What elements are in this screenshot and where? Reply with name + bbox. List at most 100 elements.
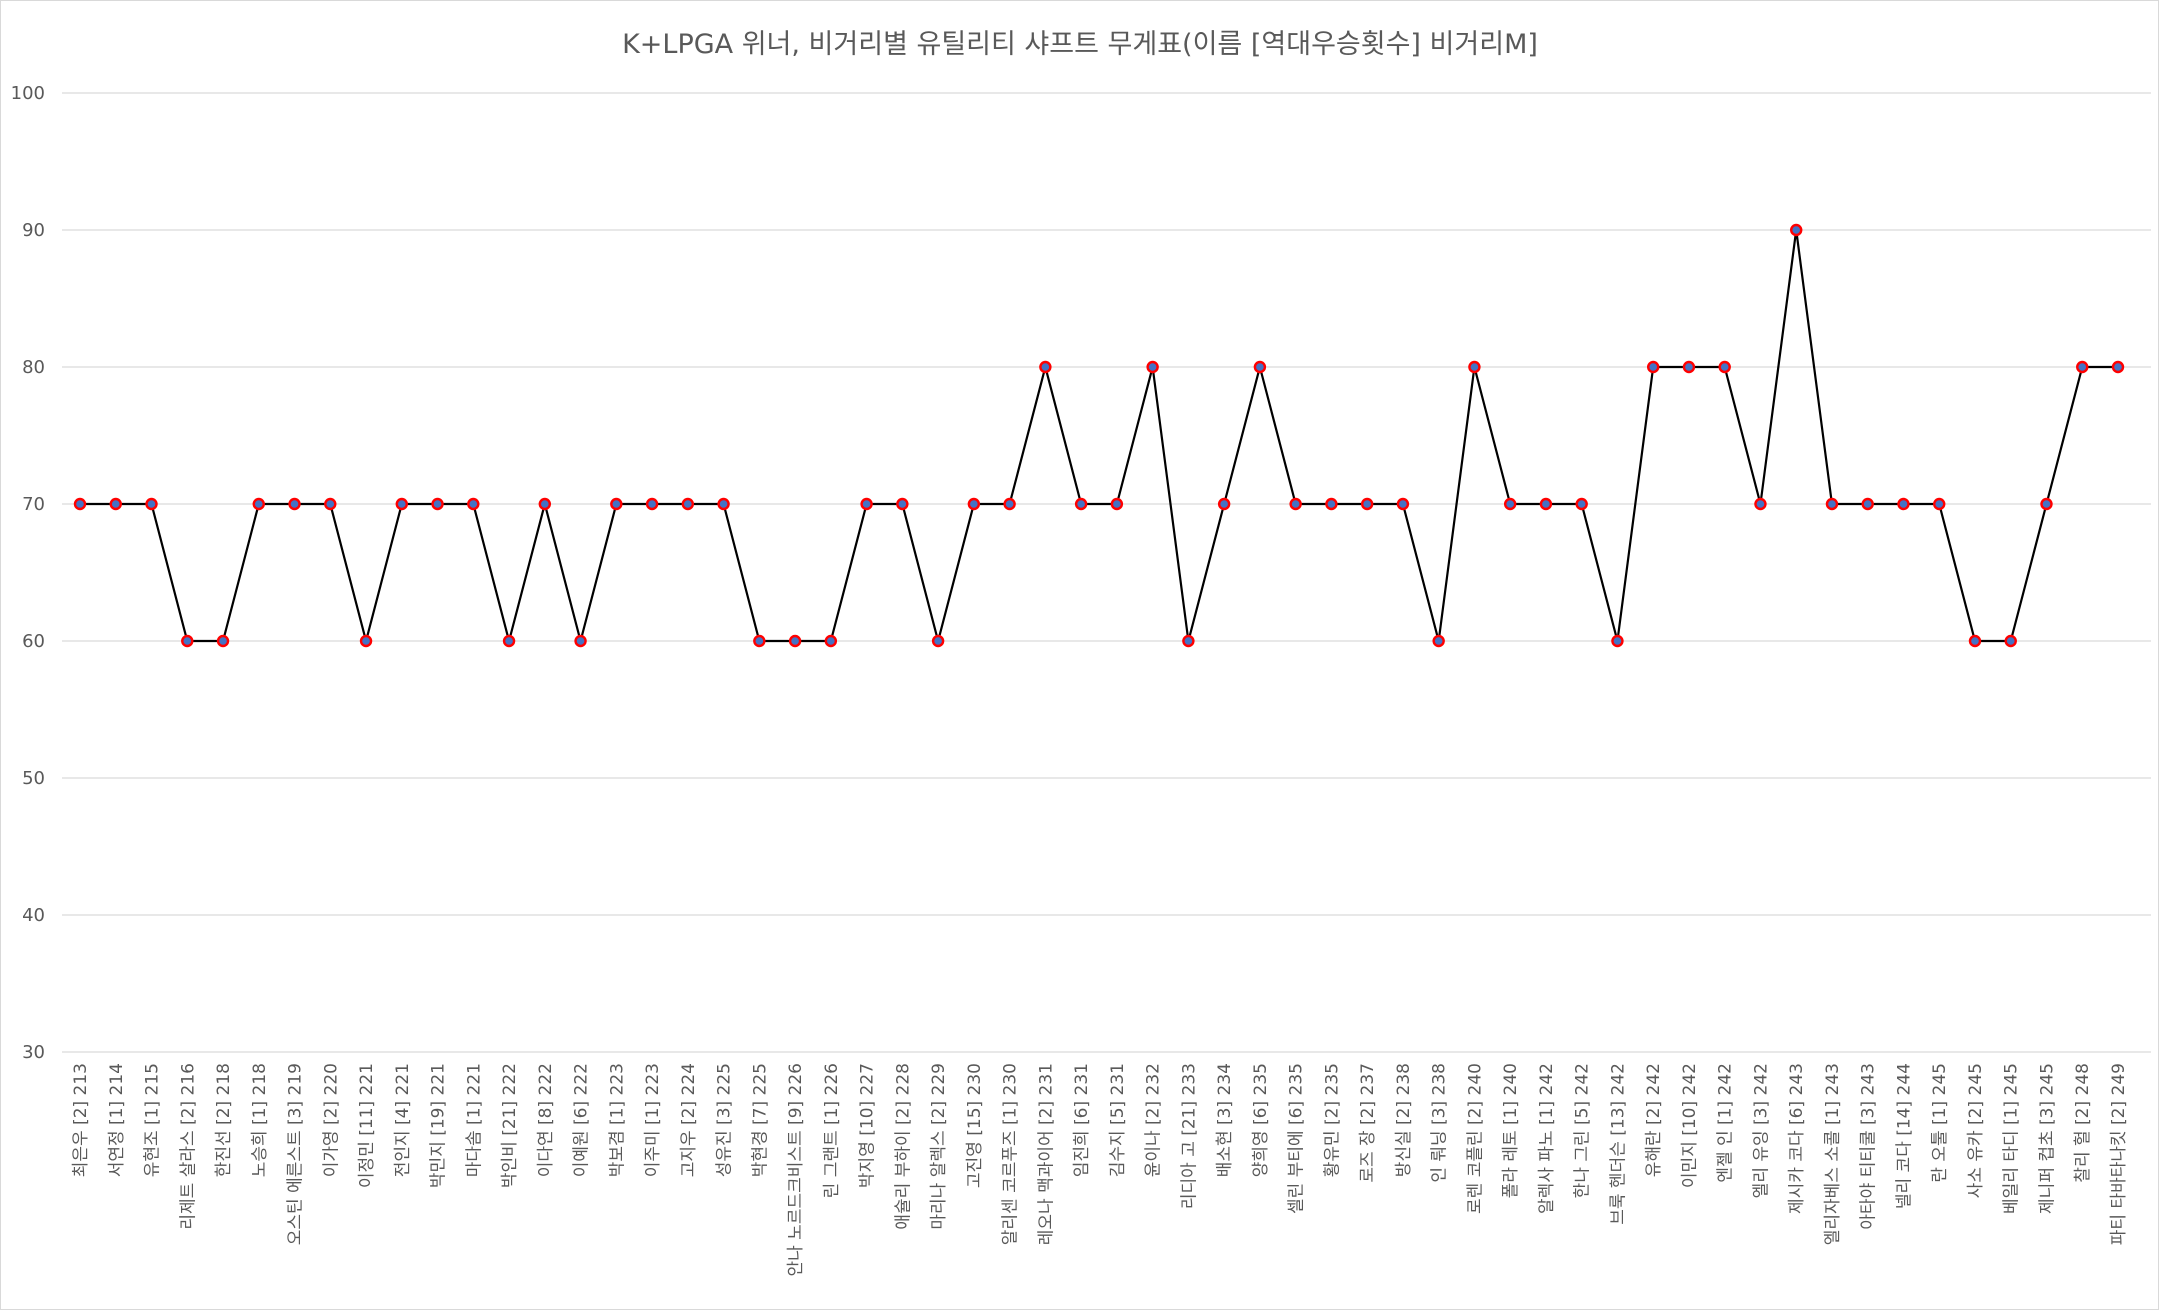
x-tick-label: 성유진 [3] 225 (715, 1063, 735, 1177)
x-tick-label: 박인비 [21] 222 (500, 1063, 520, 1188)
data-point (645, 497, 659, 511)
x-tick-label: 이예원 [6] 222 (572, 1063, 592, 1177)
data-point (610, 497, 623, 511)
x-tick-label: 전인지 [4] 221 (393, 1063, 413, 1177)
data-point (1754, 497, 1767, 511)
x-tick-label: 고진영 [15] 230 (965, 1063, 985, 1188)
x-tick-label: 한나 그린 [5] 242 (1573, 1063, 1593, 1198)
x-tick-label: 파티 타바타나킷 [2] 249 (2109, 1063, 2129, 1245)
y-tick-label: 60 (22, 631, 45, 652)
data-point (753, 634, 766, 648)
series-line-group (80, 229, 2118, 646)
x-tick-label: 방신실 [2] 238 (1394, 1063, 1414, 1177)
data-point (395, 497, 408, 511)
y-tick-label: 40 (22, 905, 45, 926)
data-point (109, 497, 122, 511)
x-tick-label: 박보겸 [1] 223 (607, 1063, 627, 1177)
x-tick-label: 알리센 코르푸즈 [1] 230 (1001, 1063, 1021, 1245)
data-point (1611, 634, 1624, 648)
data-point (1110, 497, 1124, 511)
x-tick-label: 윤이나 [2] 232 (1144, 1063, 1164, 1177)
data-point (73, 497, 87, 511)
x-tick-label: 엘리 유잉 [3] 242 (1751, 1063, 1771, 1198)
x-axis-ticks: 최은우 [2] 213 서연정 [1] 214 유현조 [1] 215 리제트 살라스… (71, 1063, 2129, 1277)
x-tick-label: 고지우 [2] 224 (679, 1063, 699, 1177)
x-tick-label: 박민지 [19] 221 (429, 1063, 449, 1188)
data-point (788, 634, 802, 648)
x-tick-label: 마리나 알렉스 [2] 229 (929, 1063, 949, 1230)
x-tick-label: 린 그랜트 [1] 226 (822, 1063, 842, 1198)
x-tick-label: 이가영 [2] 220 (321, 1063, 341, 1177)
x-tick-label: 한진선 [2] 218 (214, 1063, 234, 1177)
data-point (1503, 497, 1517, 511)
data-point (1003, 497, 1016, 511)
x-tick-label: 로즈 장 [2] 237 (1358, 1063, 1378, 1183)
data-point (538, 497, 552, 511)
x-tick-label: 엘리자베스 소콜 [1] 243 (1823, 1063, 1843, 1245)
x-tick-label: 이민지 [10] 242 (1680, 1063, 1700, 1188)
y-axis-ticks: 30 40 50 60 70 80 90 100 (11, 83, 45, 1063)
data-point (824, 634, 838, 648)
y-tick-label: 80 (22, 357, 45, 378)
x-tick-label: 이주미 [1] 223 (643, 1063, 663, 1177)
x-tick-label: 마다솜 [1] 221 (464, 1063, 484, 1177)
x-tick-label: 배소현 [3] 234 (1215, 1063, 1235, 1177)
x-tick-label: 사소 유카 [2] 245 (1966, 1063, 1986, 1198)
chart-title: K+LPGA 위너, 비거리별 유틸리티 샤프트 무게표(이름 [역대우승횟수]… (622, 29, 1538, 60)
x-tick-label: 유현조 [1] 215 (143, 1063, 163, 1177)
data-point (324, 497, 337, 511)
x-tick-label: 레오나 맥과이어 [2] 231 (1036, 1063, 1056, 1245)
data-point (1682, 360, 1696, 374)
data-point (1146, 360, 1159, 374)
data-point (288, 497, 301, 511)
data-point (1182, 634, 1195, 648)
x-tick-label: 인 뤄닝 [3] 238 (1430, 1063, 1450, 1183)
y-tick-label: 30 (22, 1042, 45, 1063)
x-tick-label: 노승희 [1] 218 (250, 1063, 270, 1177)
x-tick-label: 넬리 코다 [14] 244 (1894, 1063, 1914, 1209)
data-point (681, 497, 695, 511)
data-point (1825, 497, 1839, 511)
data-point (1968, 634, 1982, 648)
x-tick-label: 애슐리 부하이 [2] 228 (893, 1063, 913, 1230)
data-point (1217, 497, 1231, 511)
data-point (967, 497, 981, 511)
data-point (502, 634, 516, 648)
y-tick-label: 50 (22, 768, 45, 789)
data-point (1468, 360, 1481, 374)
x-tick-label: 김수지 [5] 231 (1108, 1063, 1128, 1177)
data-point (1646, 360, 1660, 374)
data-point (2004, 634, 2017, 648)
x-tick-label: 최은우 [2] 213 (71, 1063, 91, 1177)
data-point (1861, 497, 1874, 511)
x-tick-label: 이다연 [8] 222 (536, 1063, 556, 1177)
data-point (574, 634, 587, 648)
x-tick-label: 로렌 코플린 [2] 240 (1465, 1063, 1485, 1214)
data-point (467, 497, 480, 511)
data-point (1897, 497, 1910, 511)
x-tick-label: 이정민 [11] 221 (357, 1063, 377, 1188)
series-markers (73, 223, 2125, 648)
data-point (1289, 497, 1302, 511)
x-tick-label: 베일리 타디 [1] 245 (2002, 1063, 2022, 1214)
x-tick-label: 아타야 티티쿨 [3] 243 (1859, 1063, 1879, 1230)
x-tick-label: 찰리 헐 [2] 248 (2073, 1063, 2093, 1183)
x-tick-label: 셀린 부티에 [6] 235 (1287, 1063, 1307, 1214)
data-point (2111, 360, 2125, 374)
x-tick-label: 폴라 레토 [1] 240 (1501, 1063, 1521, 1198)
data-point (1325, 497, 1338, 511)
data-point (431, 497, 444, 511)
x-tick-label: 리디아 고 [21] 233 (1179, 1063, 1199, 1209)
data-point (181, 634, 194, 648)
data-point (1396, 497, 1410, 511)
x-tick-label: 알렉사 파노 [1] 242 (1537, 1063, 1557, 1214)
data-point (145, 497, 158, 511)
x-tick-label: 황유민 [2] 235 (1322, 1063, 1342, 1177)
data-point (1933, 497, 1946, 511)
x-tick-label: 리제트 살라스 [2] 216 (178, 1063, 198, 1230)
series-line (80, 229, 2118, 646)
x-tick-label: 서연정 [1] 214 (107, 1063, 127, 1177)
y-tick-label: 100 (11, 83, 45, 104)
